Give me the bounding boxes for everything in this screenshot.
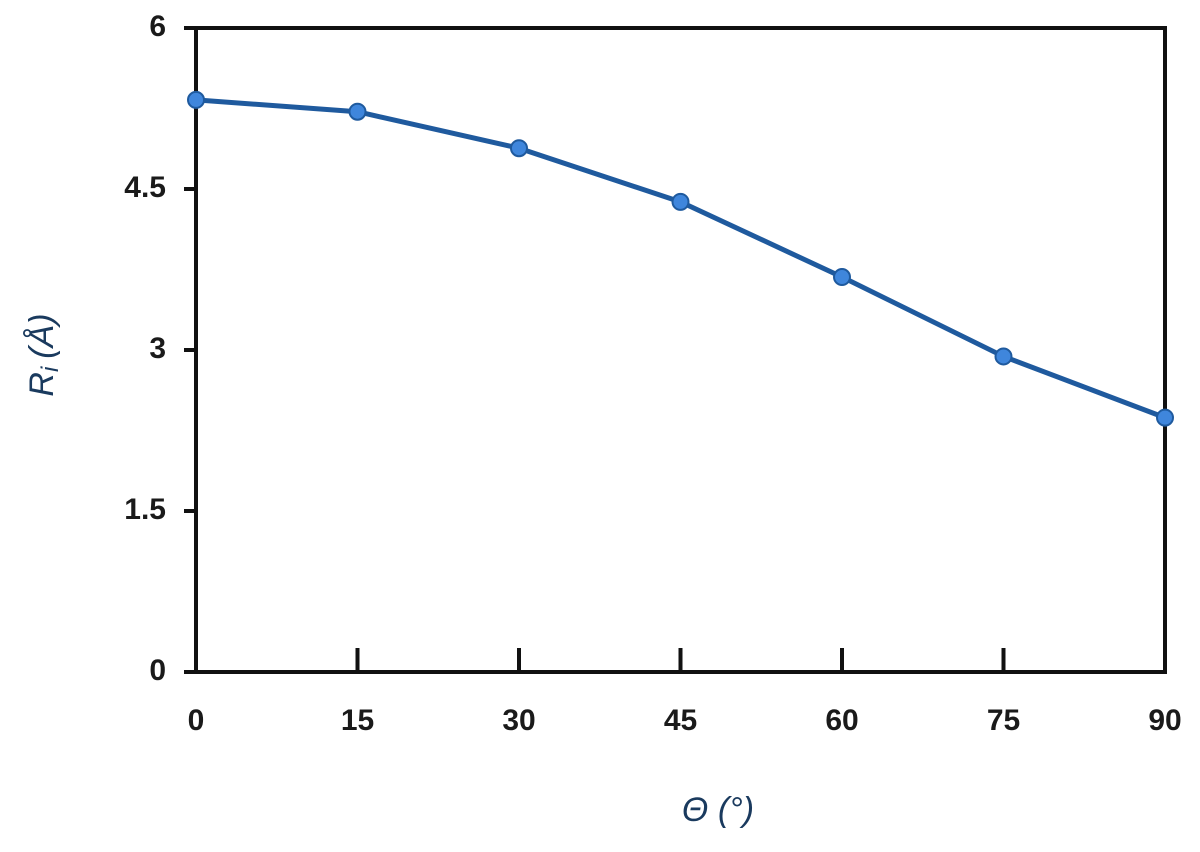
data-point	[833, 268, 851, 287]
y-tick-label: 4.5	[124, 171, 166, 204]
x-tick-label: 0	[188, 704, 205, 737]
y-tick-label: 3	[149, 332, 166, 365]
data-point	[994, 347, 1013, 366]
y-axis-title: Ri (Å)	[23, 313, 64, 396]
x-tick-label: 75	[987, 704, 1020, 737]
y-axis-subscript: i	[37, 366, 64, 372]
series-line	[195, 97, 1166, 420]
y-tick-label: 1.5	[124, 493, 166, 526]
x-tick-label: 60	[825, 704, 858, 737]
x-tick-label: 90	[1148, 704, 1181, 737]
y-axis-unit: (Å)	[23, 313, 61, 358]
data-point	[671, 192, 690, 211]
y-tick-label: 0	[149, 654, 166, 687]
data-point	[187, 90, 205, 109]
y-tick-label: 6	[149, 10, 166, 43]
data-point	[1156, 408, 1174, 427]
x-axis-title: Θ (°)	[682, 791, 754, 829]
x-tick-label: 15	[341, 704, 374, 737]
data-point	[510, 139, 528, 158]
y-axis-symbol: R	[23, 372, 61, 397]
x-tick-label: 45	[664, 704, 697, 737]
plot-frame	[194, 26, 1167, 674]
x-tick-label: 30	[502, 704, 535, 737]
data-point	[348, 102, 367, 121]
